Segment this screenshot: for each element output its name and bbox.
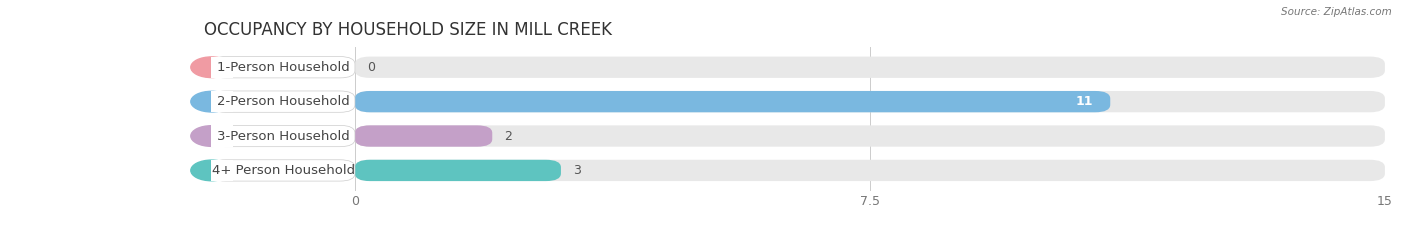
FancyBboxPatch shape: [354, 125, 492, 147]
Text: Source: ZipAtlas.com: Source: ZipAtlas.com: [1281, 7, 1392, 17]
Text: OCCUPANCY BY HOUSEHOLD SIZE IN MILL CREEK: OCCUPANCY BY HOUSEHOLD SIZE IN MILL CREE…: [204, 21, 612, 39]
Text: 2: 2: [505, 130, 513, 143]
FancyBboxPatch shape: [211, 125, 354, 147]
Text: 3-Person Household: 3-Person Household: [217, 130, 350, 143]
Text: 1-Person Household: 1-Person Household: [217, 61, 350, 74]
Circle shape: [191, 126, 232, 146]
FancyBboxPatch shape: [354, 57, 1385, 78]
FancyBboxPatch shape: [211, 57, 233, 78]
FancyBboxPatch shape: [211, 91, 354, 112]
Text: 4+ Person Household: 4+ Person Household: [212, 164, 354, 177]
FancyBboxPatch shape: [211, 91, 233, 112]
Circle shape: [191, 160, 232, 181]
Circle shape: [191, 91, 232, 112]
FancyBboxPatch shape: [354, 91, 1111, 112]
FancyBboxPatch shape: [354, 91, 1385, 112]
FancyBboxPatch shape: [354, 160, 561, 181]
Text: 2-Person Household: 2-Person Household: [217, 95, 350, 108]
Text: 11: 11: [1076, 95, 1092, 108]
Text: 3: 3: [574, 164, 581, 177]
FancyBboxPatch shape: [211, 160, 354, 181]
FancyBboxPatch shape: [211, 125, 233, 147]
Circle shape: [191, 57, 232, 78]
FancyBboxPatch shape: [211, 57, 354, 78]
FancyBboxPatch shape: [211, 160, 233, 181]
Text: 0: 0: [367, 61, 375, 74]
FancyBboxPatch shape: [354, 125, 1385, 147]
FancyBboxPatch shape: [354, 160, 1385, 181]
